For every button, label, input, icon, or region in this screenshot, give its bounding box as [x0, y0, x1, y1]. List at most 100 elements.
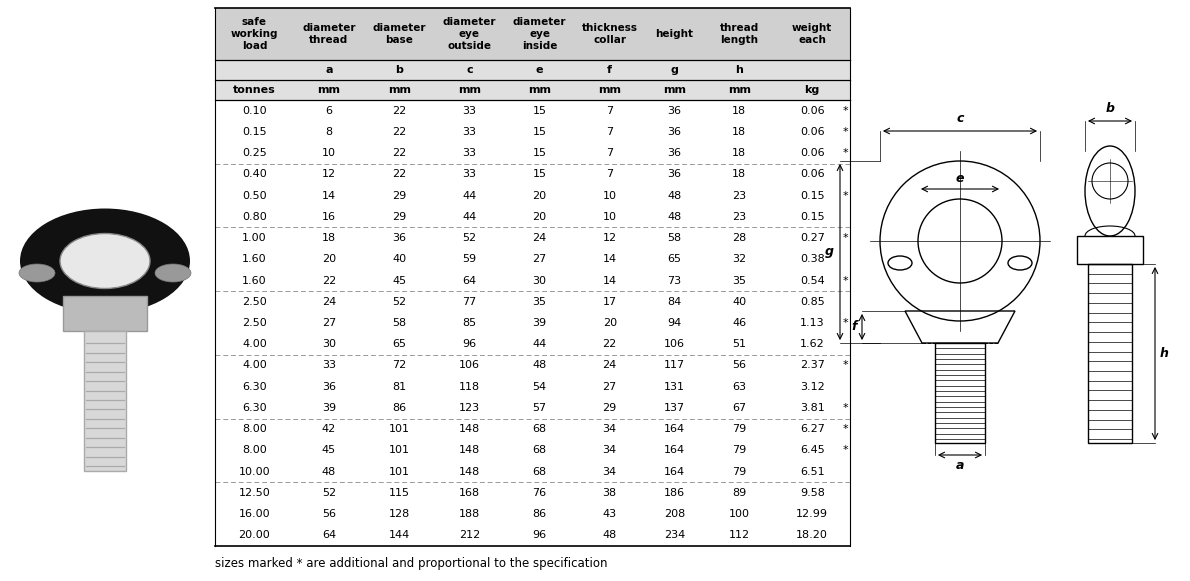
Ellipse shape: [20, 209, 190, 314]
Text: 22: 22: [392, 106, 406, 116]
Text: 112: 112: [728, 530, 750, 540]
Text: 81: 81: [392, 382, 406, 392]
Text: 0.06: 0.06: [800, 106, 825, 116]
Text: 68: 68: [532, 424, 546, 434]
Text: h: h: [735, 65, 744, 75]
Text: 6.45: 6.45: [800, 446, 825, 456]
Text: 3.12: 3.12: [800, 382, 825, 392]
Text: 30: 30: [322, 339, 336, 349]
Text: 7: 7: [606, 169, 613, 180]
Text: h: h: [1160, 347, 1169, 360]
Text: a: a: [325, 65, 333, 75]
Text: 56: 56: [322, 509, 336, 519]
Text: thickness
collar: thickness collar: [582, 23, 638, 45]
Text: 100: 100: [728, 509, 750, 519]
Text: 6.30: 6.30: [242, 382, 267, 392]
Text: 12.50: 12.50: [238, 488, 270, 498]
Bar: [215, 80, 850, 100]
Text: 101: 101: [389, 467, 409, 476]
Text: diameter
eye
outside: diameter eye outside: [443, 17, 496, 51]
Text: 48: 48: [602, 530, 616, 540]
Text: 79: 79: [732, 446, 746, 456]
Text: 20: 20: [321, 254, 336, 264]
Text: 48: 48: [668, 191, 682, 200]
Text: 106: 106: [664, 339, 685, 349]
Text: 18: 18: [732, 106, 746, 116]
Bar: [1077, 236, 1144, 264]
Text: 0.54: 0.54: [800, 275, 825, 285]
Text: 57: 57: [532, 403, 546, 413]
Text: mm: mm: [318, 85, 340, 95]
Text: *: *: [843, 424, 848, 434]
Text: 4.00: 4.00: [242, 339, 267, 349]
Text: c: c: [957, 112, 964, 125]
Text: 33: 33: [463, 148, 476, 158]
Text: mm: mm: [458, 85, 481, 95]
Text: *: *: [843, 127, 848, 137]
Text: 35: 35: [732, 275, 746, 285]
Text: 34: 34: [602, 446, 616, 456]
Text: mm: mm: [528, 85, 551, 95]
Text: 16: 16: [322, 212, 336, 222]
Text: 1.13: 1.13: [800, 318, 825, 328]
Text: safe
working
load: safe working load: [231, 17, 278, 51]
Text: 12: 12: [321, 169, 336, 180]
Text: 56: 56: [732, 360, 746, 371]
Text: tonnes: tonnes: [233, 85, 276, 95]
Text: diameter
thread: diameter thread: [302, 23, 356, 45]
Text: 16.00: 16.00: [239, 509, 270, 519]
Text: 48: 48: [321, 467, 336, 476]
Text: 117: 117: [664, 360, 685, 371]
Ellipse shape: [60, 234, 150, 289]
Text: 27: 27: [321, 318, 336, 328]
Text: 24: 24: [532, 233, 546, 243]
Bar: [854, 0, 1190, 581]
Text: 58: 58: [392, 318, 406, 328]
Text: 0.06: 0.06: [800, 169, 825, 180]
Text: *: *: [843, 403, 848, 413]
Bar: [215, 8, 850, 60]
Text: 43: 43: [602, 509, 616, 519]
Text: 68: 68: [532, 467, 546, 476]
Text: 164: 164: [664, 467, 685, 476]
Text: 186: 186: [664, 488, 685, 498]
Text: 10: 10: [322, 148, 336, 158]
Text: 1.62: 1.62: [800, 339, 825, 349]
Text: 101: 101: [389, 446, 409, 456]
Text: 33: 33: [463, 106, 476, 116]
Text: 131: 131: [664, 382, 685, 392]
Text: 20: 20: [532, 191, 546, 200]
Text: 0.10: 0.10: [242, 106, 267, 116]
Text: 40: 40: [732, 297, 746, 307]
Text: 40: 40: [392, 254, 406, 264]
Text: 36: 36: [668, 106, 682, 116]
Text: mm: mm: [663, 85, 685, 95]
Text: 96: 96: [462, 339, 476, 349]
Text: 3.81: 3.81: [800, 403, 825, 413]
Text: 15: 15: [532, 169, 546, 180]
Text: g: g: [671, 65, 678, 75]
Text: 64: 64: [462, 275, 476, 285]
Text: 64: 64: [321, 530, 336, 540]
Text: 2.50: 2.50: [242, 297, 267, 307]
Text: 1.60: 1.60: [242, 275, 267, 285]
Text: 58: 58: [668, 233, 682, 243]
Text: 76: 76: [532, 488, 546, 498]
Text: 137: 137: [664, 403, 685, 413]
Text: 45: 45: [392, 275, 406, 285]
Text: 72: 72: [392, 360, 406, 371]
Text: 0.25: 0.25: [242, 148, 267, 158]
Text: 65: 65: [393, 339, 406, 349]
Text: 12: 12: [602, 233, 616, 243]
Text: 18: 18: [732, 148, 746, 158]
Text: 6.27: 6.27: [800, 424, 825, 434]
Text: mm: mm: [728, 85, 751, 95]
Text: 79: 79: [732, 467, 746, 476]
Text: 36: 36: [393, 233, 406, 243]
Text: diameter
base: diameter base: [372, 23, 426, 45]
Text: 68: 68: [532, 446, 546, 456]
Text: 9.58: 9.58: [800, 488, 825, 498]
Text: 6.30: 6.30: [242, 403, 267, 413]
Text: 0.06: 0.06: [800, 148, 825, 158]
Text: f: f: [852, 321, 857, 333]
